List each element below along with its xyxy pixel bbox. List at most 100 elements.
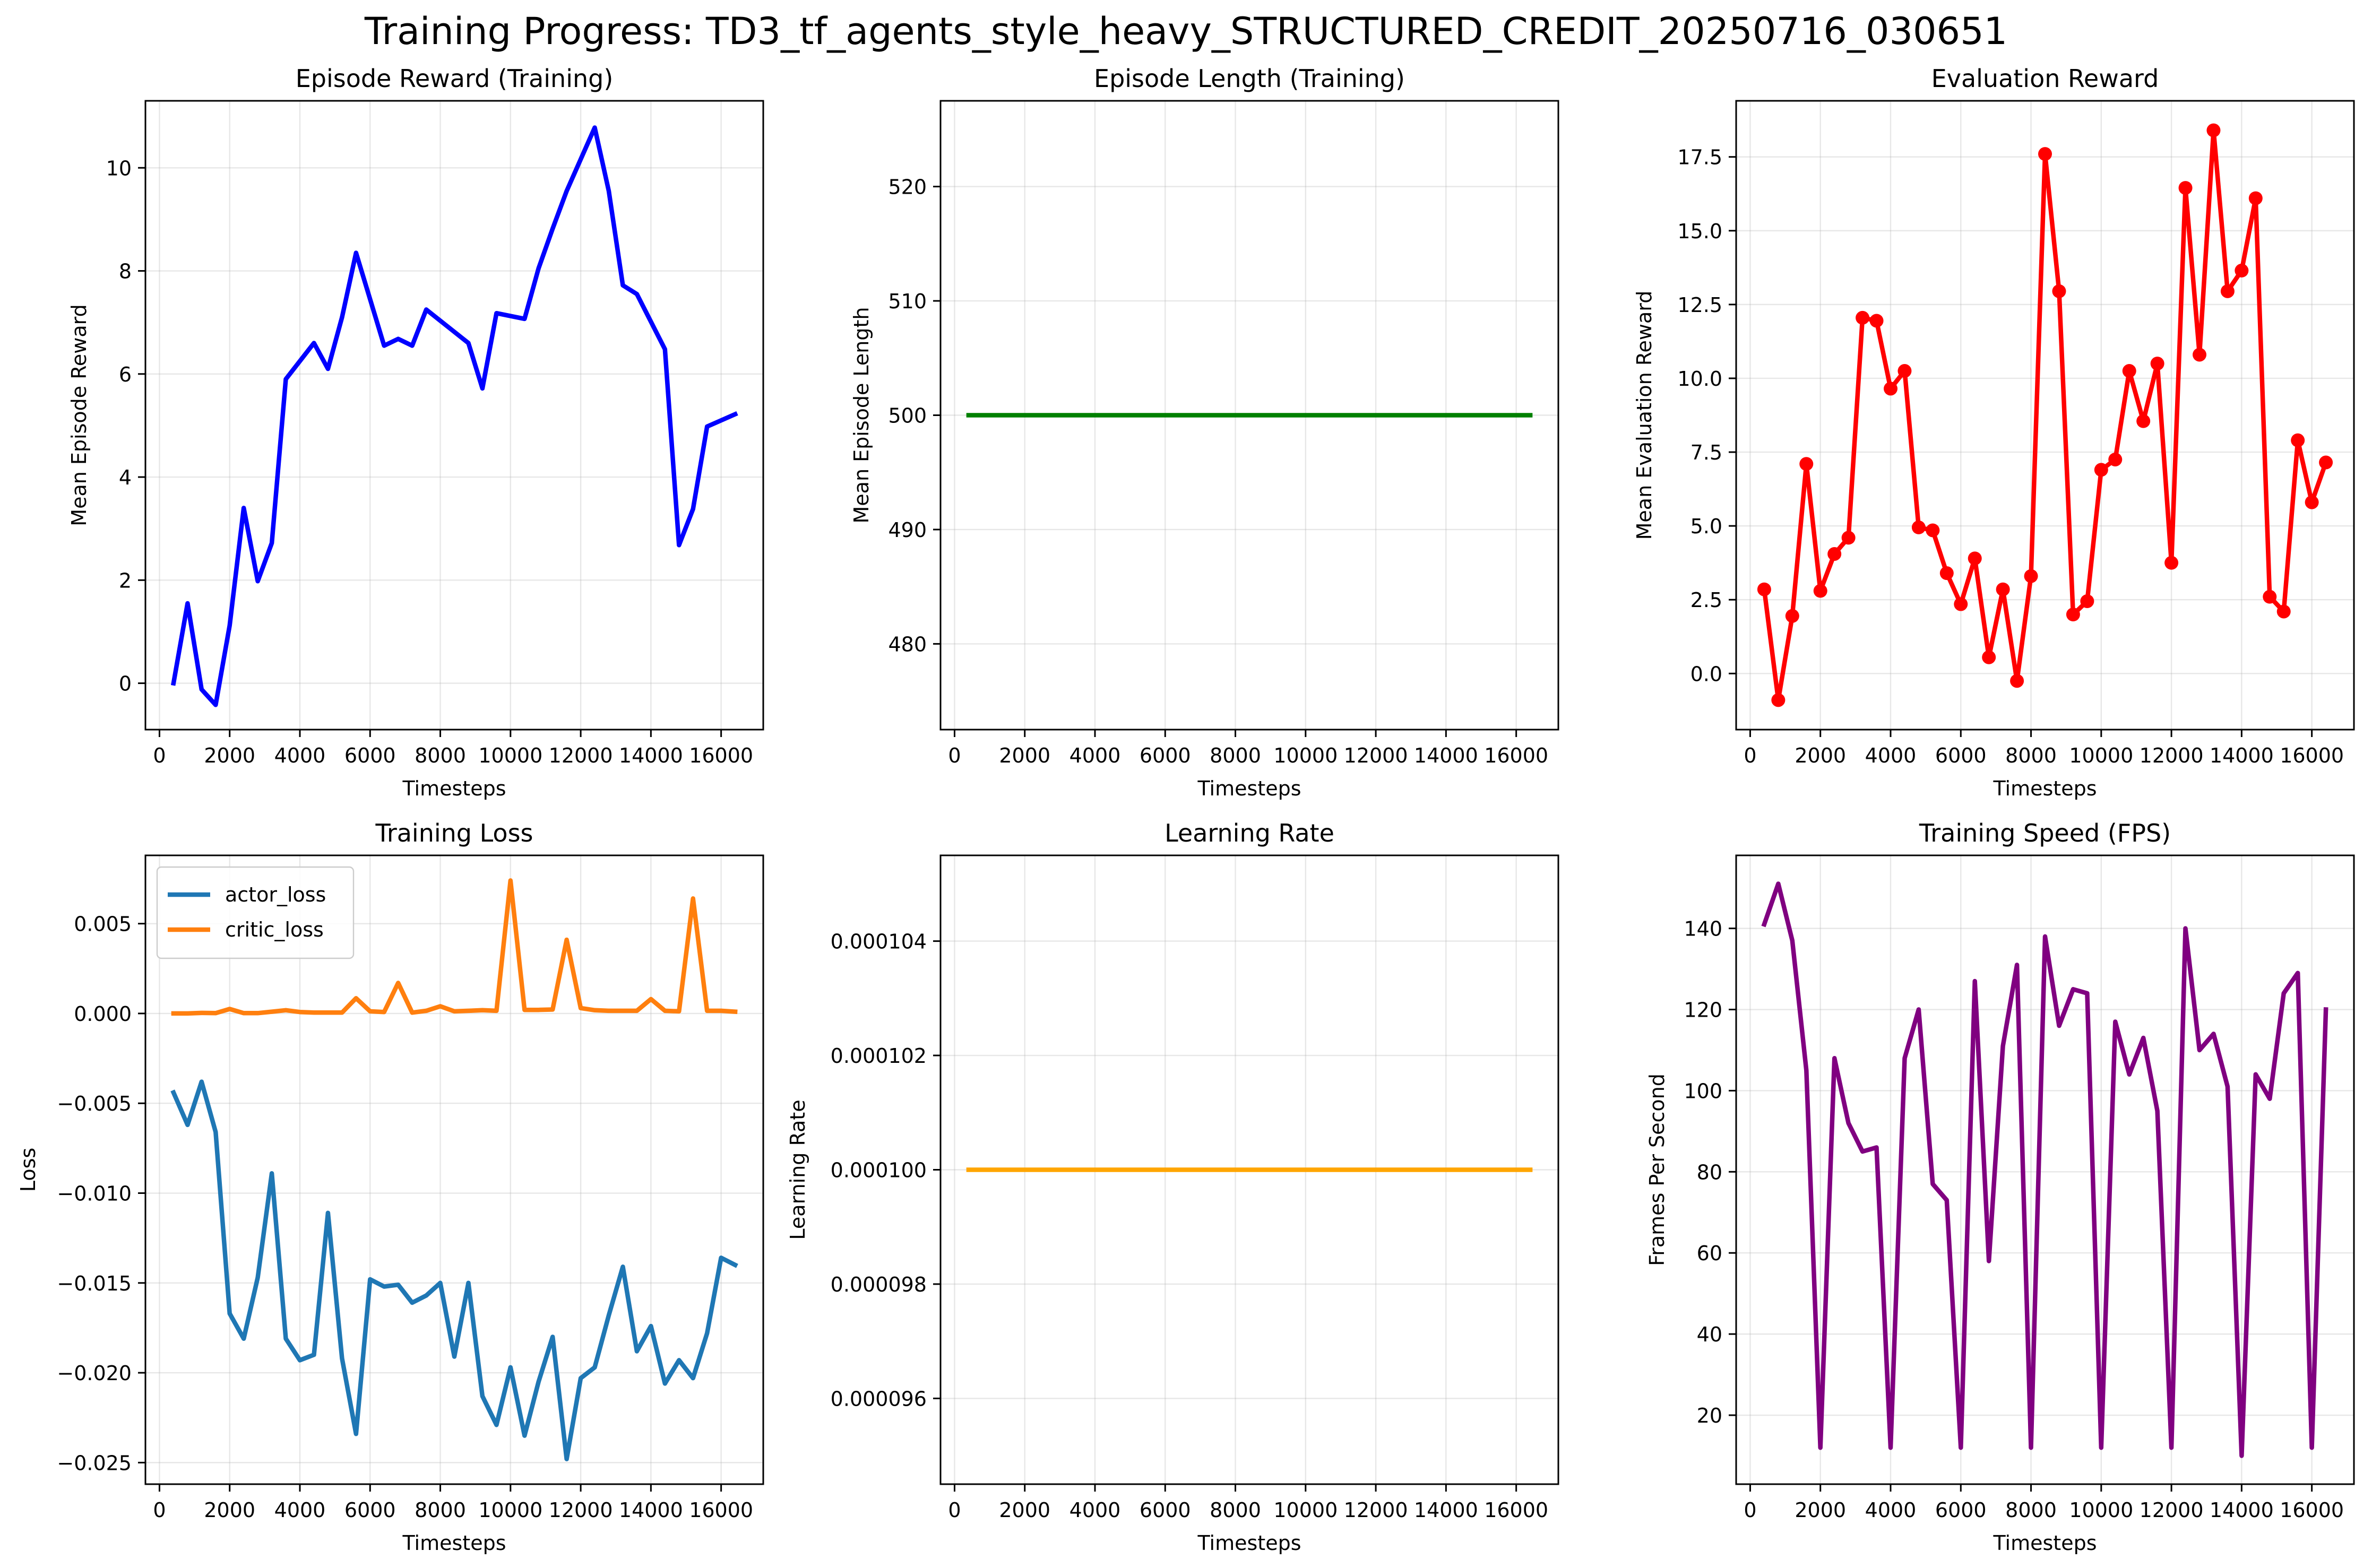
x-tick-label: 14000 (619, 1498, 683, 1522)
chart-title: Training Speed (FPS) (1919, 819, 2171, 847)
data-point (1785, 609, 1799, 623)
chart-3: 0 2000 4000 6000 8000 10000 12000 14000 16000 0.0… (1633, 64, 2355, 800)
x-tick-label: 8000 (415, 1498, 466, 1522)
data-point (2305, 495, 2319, 509)
chart-4: 0 2000 4000 6000 8000 10000 12000 14000 16000 −0.… (16, 819, 764, 1555)
chart-2: 0 2000 4000 6000 8000 10000 12000 14000 16000 480… (850, 64, 1559, 800)
data-point (1884, 382, 1897, 396)
data-point (2235, 263, 2249, 278)
data-point (2178, 181, 2193, 195)
x-tick-label: 8000 (1210, 744, 1261, 767)
x-tick-label: 10000 (2069, 1498, 2133, 1522)
x-tick-label: 10000 (2069, 744, 2133, 767)
data-point (2136, 414, 2151, 428)
axes-frame (144, 100, 764, 731)
y-tick-label: 10 (106, 157, 132, 180)
x-tick-label: 8000 (1210, 1498, 1261, 1522)
x-tick-label: 10000 (478, 744, 542, 767)
data-point (1897, 364, 1912, 378)
data-point (2263, 590, 2277, 604)
x-tick-label: 10000 (1273, 1498, 1338, 1522)
data-point (1954, 597, 1968, 611)
y-tick-label: 0.000104 (831, 930, 927, 954)
x-tick-label: 2000 (1795, 1498, 1846, 1522)
series-line-data (1761, 881, 2328, 1458)
y-axis-label: Loss (16, 1148, 40, 1192)
data-point (1996, 582, 2010, 596)
x-tick-label: 0 (153, 744, 166, 767)
y-tick-label: 12.5 (1677, 293, 1722, 317)
y-tick-label: 6 (119, 363, 132, 386)
x-tick-label: 8000 (2005, 744, 2057, 767)
series-line-actor_loss (170, 1079, 738, 1461)
series-group (170, 125, 738, 707)
y-tick-label: 0.000100 (831, 1159, 927, 1182)
data-point (1926, 523, 1940, 538)
legend-label: actor_loss (225, 883, 326, 906)
x-tick-label: 14000 (2210, 1498, 2274, 1522)
y-tick-label: 0.0 (1690, 662, 1722, 686)
x-axis-label: Timesteps (1993, 1531, 2097, 1555)
y-tick-label: 0.005 (74, 913, 132, 936)
x-tick-label: 4000 (1865, 744, 1917, 767)
x-tick-label: 0 (948, 744, 961, 767)
x-tick-label: 10000 (478, 1498, 542, 1522)
x-tick-label: 8000 (415, 744, 466, 767)
data-point (1827, 547, 1842, 561)
x-tick-label: 4000 (274, 1498, 326, 1522)
y-axis-label: Mean Episode Length (850, 307, 873, 524)
series-group (1757, 123, 2333, 707)
data-point (1799, 457, 1814, 471)
data-point (1856, 310, 1870, 325)
x-tick-label: 0 (1744, 744, 1756, 767)
y-tick-label: −0.010 (57, 1182, 132, 1206)
x-tick-label: 6000 (344, 1498, 396, 1522)
data-point (2220, 284, 2235, 298)
x-tick-label: 16000 (2280, 744, 2344, 767)
x-tick-label: 16000 (1484, 1498, 1548, 1522)
y-tick-label: 7.5 (1690, 441, 1722, 464)
chart-title: Episode Length (Training) (1094, 64, 1405, 93)
data-point (1757, 582, 1771, 596)
x-tick-label: 14000 (2210, 744, 2274, 767)
x-tick-label: 8000 (2005, 1498, 2057, 1522)
data-point (1982, 650, 1996, 664)
x-tick-label: 4000 (1865, 1498, 1917, 1522)
data-point (1813, 584, 1827, 598)
data-point (1911, 520, 1926, 534)
data-point (2080, 594, 2094, 608)
x-tick-label: 2000 (999, 1498, 1050, 1522)
series-line-critic_loss (171, 878, 738, 1016)
data-point (2206, 123, 2221, 137)
chart-title: Episode Reward (Training) (296, 64, 614, 93)
data-point (2024, 569, 2038, 583)
x-tick-label: 16000 (689, 744, 753, 767)
y-tick-label: 0.000096 (831, 1387, 927, 1410)
y-tick-label: 120 (1684, 999, 1722, 1022)
y-tick-label: 100 (1684, 1079, 1722, 1103)
y-tick-label: 520 (888, 176, 927, 199)
data-point (1869, 314, 1884, 328)
x-tick-label: 6000 (1935, 744, 1987, 767)
y-tick-label: 2 (119, 569, 132, 592)
x-tick-label: 6000 (1935, 1498, 1987, 1522)
y-tick-label: 8 (119, 260, 132, 283)
x-tick-label: 6000 (1140, 1498, 1191, 1522)
data-point (2038, 147, 2052, 161)
data-point (2010, 674, 2024, 688)
x-tick-label: 12000 (549, 744, 613, 767)
data-point (2150, 357, 2164, 371)
y-tick-label: 15.0 (1677, 220, 1722, 243)
y-axis-label: Frames Per Second (1645, 1073, 1669, 1266)
chart-1: 0 2000 4000 6000 8000 10000 12000 14000 16000 0 2 4… (67, 64, 764, 800)
chart-5: 0 2000 4000 6000 8000 10000 12000 14000 16000 0.0… (786, 819, 1559, 1555)
x-tick-label: 4000 (274, 744, 326, 767)
y-tick-label: 10.0 (1677, 367, 1722, 391)
y-tick-label: 490 (888, 518, 927, 542)
x-axis-label: Timesteps (402, 777, 506, 800)
x-tick-label: 16000 (2280, 1498, 2344, 1522)
y-tick-label: 60 (1697, 1242, 1722, 1265)
axes-frame (144, 854, 764, 1485)
